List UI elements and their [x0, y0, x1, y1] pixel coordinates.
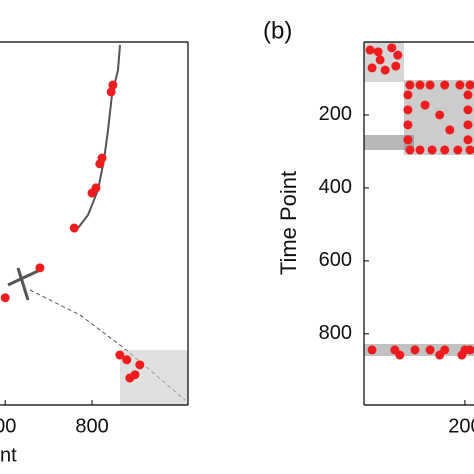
- data-point: [367, 63, 377, 73]
- data-point: [395, 350, 405, 360]
- data-point: [365, 45, 375, 55]
- texture-a: [7, 44, 188, 405]
- data-point: [375, 55, 385, 65]
- x-tick-label: 800: [75, 415, 108, 437]
- data-point: [463, 135, 473, 145]
- data-point: [463, 105, 473, 115]
- data-point: [106, 87, 116, 97]
- data-point: [387, 43, 397, 53]
- recurrence-line: [74, 44, 121, 233]
- data-point: [415, 145, 425, 155]
- data-point: [435, 110, 445, 120]
- data-point: [393, 50, 403, 60]
- y-tick-label: 400: [319, 176, 352, 198]
- data-point: [463, 120, 473, 130]
- data-point: [0, 293, 10, 303]
- data-point: [367, 345, 377, 355]
- data-point: [427, 145, 437, 155]
- data-point: [403, 120, 413, 130]
- data-point: [465, 345, 474, 355]
- data-point: [425, 80, 435, 90]
- data-point: [425, 345, 435, 355]
- recurrence-star: [7, 267, 41, 301]
- data-point: [403, 135, 413, 145]
- data-point: [457, 350, 467, 360]
- data-point: [391, 61, 401, 71]
- data-point: [95, 159, 105, 169]
- data-point: [440, 145, 450, 155]
- data-point: [35, 263, 45, 273]
- data-point: [465, 145, 474, 155]
- data-point: [463, 90, 473, 100]
- data-point: [445, 125, 455, 135]
- data-point: [405, 80, 415, 90]
- y-tick-label: 800: [319, 322, 352, 344]
- x-axis-label: nt: [0, 444, 17, 466]
- data-point: [453, 145, 463, 155]
- data-point: [403, 105, 413, 115]
- data-point: [115, 350, 125, 360]
- panel-label: (b): [263, 17, 292, 44]
- data-point: [87, 188, 97, 198]
- data-point: [415, 80, 425, 90]
- data-point: [380, 65, 390, 75]
- data-point: [69, 223, 79, 233]
- data-point: [420, 100, 430, 110]
- data-point: [410, 345, 420, 355]
- y-tick-label: 600: [319, 249, 352, 271]
- data-point: [455, 80, 465, 90]
- data-point: [108, 80, 118, 90]
- x-tick-label: 200: [448, 415, 474, 437]
- data-point: [440, 80, 450, 90]
- data-point: [373, 47, 383, 57]
- data-point: [465, 80, 474, 90]
- texture-patch: [364, 135, 414, 150]
- data-point: [125, 373, 135, 383]
- data-point: [405, 145, 415, 155]
- x-tick-label: 00: [0, 415, 16, 437]
- y-tick-label: 200: [319, 103, 352, 125]
- data-point: [135, 360, 145, 370]
- data-point: [403, 90, 413, 100]
- data-point: [435, 350, 445, 360]
- y-axis-label: Time Point: [276, 171, 301, 275]
- recurrence-line: [29, 289, 186, 401]
- data-point: [122, 355, 132, 365]
